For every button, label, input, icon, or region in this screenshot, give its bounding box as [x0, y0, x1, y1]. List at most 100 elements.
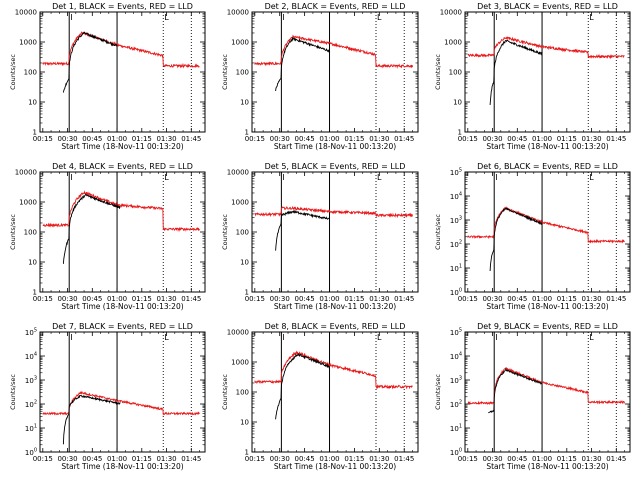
x-tick-label: 00:45 — [82, 135, 102, 143]
panel-title: Det 7, BLACK = Events, RED = LLD — [52, 322, 193, 331]
x-tick-label: 01:45 — [394, 295, 414, 303]
x-tick-label: 01:30 — [369, 455, 389, 463]
y-tick-label: 100 — [449, 69, 462, 77]
y-tick-label: 105 — [450, 168, 462, 178]
interval-marker: I — [495, 173, 497, 182]
x-tick-label: 00:30 — [482, 295, 502, 303]
y-tick-label: 104 — [450, 352, 462, 362]
y-tick-label: 100 — [236, 229, 249, 237]
interval-marker: L — [164, 13, 169, 22]
interval-marker: L — [589, 173, 594, 182]
plot-frame — [251, 331, 419, 453]
y-tick-label: 100 — [450, 288, 462, 298]
y-axis-label: Counts/sec — [434, 214, 442, 250]
x-tick-label: 00:45 — [295, 135, 315, 143]
y-tick-label: 103 — [450, 216, 462, 226]
y-tick-label: 10 — [453, 99, 462, 107]
y-tick-label: 104 — [25, 352, 37, 362]
y-tick-label: 100 — [25, 448, 37, 458]
plot-frame — [464, 11, 631, 133]
interval-marker: I — [282, 333, 284, 342]
y-tick-label: 101 — [450, 424, 462, 434]
y-tick-label: 10000 — [227, 169, 249, 177]
x-tick-label: 01:15 — [557, 295, 577, 303]
y-tick-label: 1 — [458, 129, 462, 137]
x-tick-label: 00:45 — [82, 455, 102, 463]
lld-series-line — [42, 190, 200, 233]
lld-series-line — [467, 366, 626, 406]
interval-marker: L — [377, 173, 382, 182]
x-tick-label: 00:45 — [82, 295, 102, 303]
x-tick-label: 01:15 — [344, 295, 364, 303]
x-tick-label: 01:45 — [181, 455, 201, 463]
x-tick-label: 01:00 — [107, 135, 127, 143]
x-tick-label: 00:15 — [245, 295, 265, 303]
panel-title: Det 4, BLACK = Events, RED = LLD — [52, 162, 193, 171]
interval-marker: I — [70, 173, 72, 182]
plot-frame — [251, 171, 419, 293]
y-tick-label: 103 — [25, 376, 37, 386]
x-tick-label: 01:45 — [181, 295, 201, 303]
x-tick-label: 01:45 — [606, 135, 626, 143]
y-tick-label: 1 — [245, 449, 249, 457]
x-tick-label: 00:15 — [33, 135, 53, 143]
x-axis-label: Start Time (18-Nov-11 00:13:20) — [486, 302, 608, 311]
panel-det-5: Det 5, BLACK = Events, RED = LLD Counts/s… — [221, 162, 419, 311]
y-tick-label: 1000 — [231, 199, 249, 207]
lld-series-line — [254, 350, 413, 390]
y-tick-label: 100 — [24, 69, 37, 77]
panel-det-4: Det 4, BLACK = Events, RED = LLD Counts/s… — [9, 162, 206, 311]
panel-det-8: Det 8, BLACK = Events, RED = LLD Counts/s… — [221, 322, 419, 471]
events-series-line — [488, 368, 543, 414]
y-tick-label: 102 — [450, 400, 462, 410]
x-tick-label: 01:30 — [369, 295, 389, 303]
y-axis-label: Counts/sec — [434, 54, 442, 90]
y-tick-label: 10000 — [440, 9, 462, 17]
y-tick-label: 1000 — [231, 39, 249, 47]
panel-title: Det 8, BLACK = Events, RED = LLD — [265, 322, 406, 331]
x-tick-label: 01:00 — [107, 455, 127, 463]
lld-series-line — [254, 205, 413, 219]
plot-frame — [39, 11, 206, 133]
x-tick-label: 01:00 — [532, 295, 552, 303]
plot-frame — [464, 331, 631, 453]
y-tick-label: 100 — [450, 448, 462, 458]
y-axis-label: Counts/sec — [9, 374, 17, 410]
x-tick-label: 01:00 — [532, 135, 552, 143]
x-axis-label: Start Time (18-Nov-11 00:13:20) — [274, 302, 396, 311]
events-series-line — [62, 31, 118, 93]
x-tick-label: 00:45 — [507, 135, 527, 143]
x-tick-label: 00:30 — [270, 295, 290, 303]
x-tick-label: 01:00 — [107, 295, 127, 303]
x-tick-label: 00:30 — [57, 295, 77, 303]
x-tick-label: 01:30 — [581, 135, 601, 143]
y-tick-label: 10000 — [227, 9, 249, 17]
y-tick-label: 1 — [245, 129, 249, 137]
events-series-line — [62, 193, 121, 264]
y-tick-label: 10 — [28, 259, 37, 267]
y-tick-label: 105 — [25, 328, 37, 338]
x-tick-label: 00:45 — [295, 295, 315, 303]
y-tick-label: 102 — [25, 400, 37, 410]
y-axis-label: Counts/sec — [434, 374, 442, 410]
interval-marker: L — [377, 333, 382, 342]
y-tick-label: 10 — [28, 99, 37, 107]
x-tick-label: 01:45 — [606, 295, 626, 303]
plot-frame — [464, 171, 631, 293]
interval-marker: L — [164, 173, 169, 182]
y-tick-label: 1000 — [444, 39, 462, 47]
y-tick-label: 10 — [240, 259, 249, 267]
panel-title: Det 6, BLACK = Events, RED = LLD — [477, 162, 618, 171]
y-tick-label: 100 — [236, 69, 249, 77]
panel-title: Det 9, BLACK = Events, RED = LLD — [477, 322, 618, 331]
y-tick-label: 101 — [450, 264, 462, 274]
y-tick-label: 1 — [245, 289, 249, 297]
x-tick-label: 01:30 — [581, 455, 601, 463]
x-tick-label: 01:15 — [557, 455, 577, 463]
y-axis-label: Counts/sec — [9, 214, 17, 250]
y-tick-label: 100 — [236, 389, 249, 397]
x-tick-label: 00:45 — [507, 295, 527, 303]
y-tick-label: 103 — [450, 376, 462, 386]
panel-det-9: Det 9, BLACK = Events, RED = LLD Counts/s… — [434, 322, 631, 471]
